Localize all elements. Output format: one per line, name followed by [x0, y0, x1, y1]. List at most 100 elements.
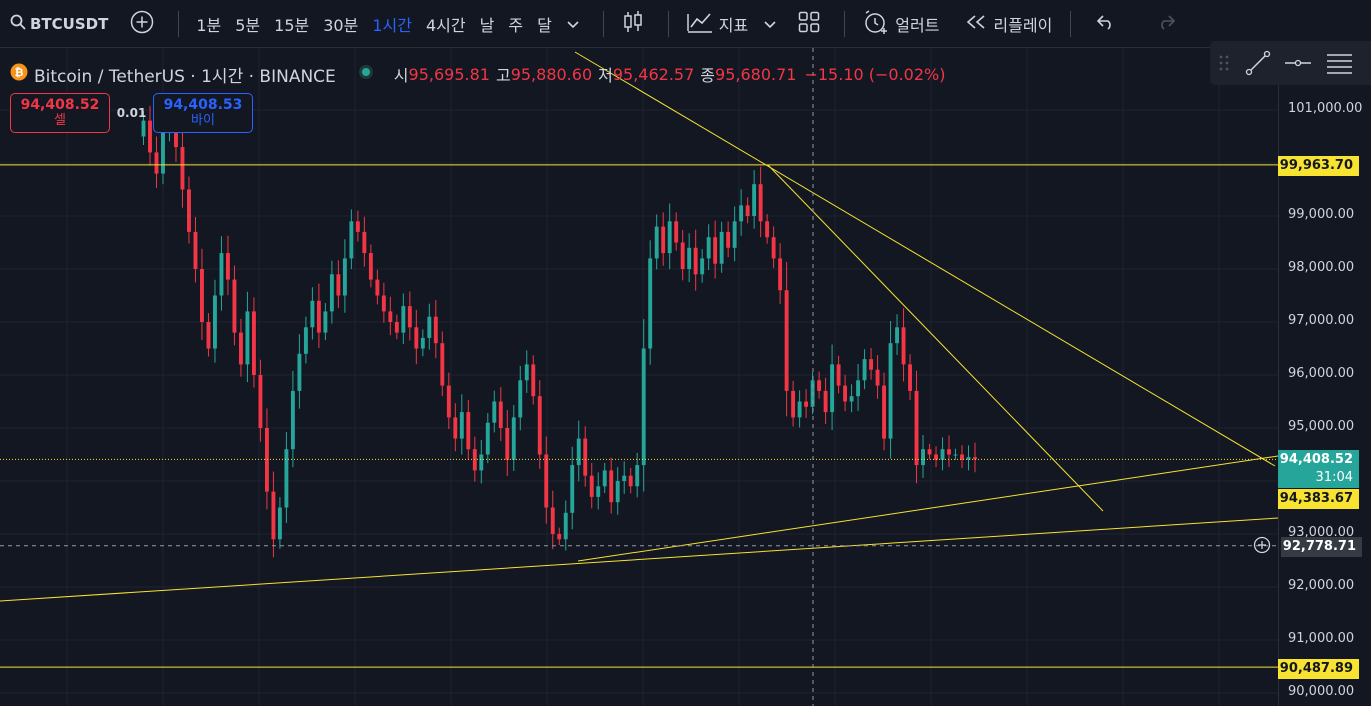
candle-body [765, 221, 770, 238]
sell-button[interactable]: 94,408.52 셀 [10, 93, 110, 133]
compare-symbol-button[interactable] [122, 0, 168, 47]
indicators-button[interactable]: 지표 [679, 0, 756, 47]
price-tick-label: 97,000.00 [1288, 313, 1355, 328]
candle-body [524, 364, 529, 381]
candle-body [245, 311, 250, 365]
low-label: 저 [598, 66, 613, 85]
candle-body [141, 120, 146, 137]
interval-2[interactable]: 15분 [274, 15, 310, 35]
horizontal-line-tool-icon[interactable] [1278, 41, 1318, 85]
trendline-price-tag: 94,383.67 [1278, 489, 1359, 509]
replay-label: 리플레이 [993, 15, 1053, 35]
candle-body [706, 237, 711, 259]
candle-body [680, 242, 685, 269]
layouts-icon [798, 11, 826, 37]
interval-dropdown[interactable] [559, 0, 593, 47]
candle-body [498, 401, 503, 428]
layouts-button[interactable] [790, 0, 834, 47]
interval-6[interactable]: 날 [479, 15, 495, 35]
redo-button[interactable] [1149, 0, 1191, 47]
interval-0[interactable]: 1분 [196, 15, 222, 35]
candle-body [953, 454, 958, 456]
undo-button[interactable] [1087, 0, 1129, 47]
candle-body [414, 327, 419, 349]
candle-body [732, 221, 737, 248]
candle-body [700, 258, 705, 275]
candle-body [336, 274, 341, 296]
candle-body [940, 449, 945, 460]
interval-7[interactable]: 주 [508, 15, 524, 35]
chart-type-button[interactable] [614, 0, 658, 47]
drawing-layer [0, 51, 1278, 668]
ascending-trendline-lower [0, 517, 1278, 602]
candle-body [739, 205, 744, 222]
top-toolbar: BTCUSDT 1분 5분 15분 30분 1시간 4시간 날 주 달 지표 [0, 0, 1371, 48]
crosshair-price-tag: 92,778.71 [1281, 537, 1362, 557]
candle-body [726, 231, 731, 248]
toolbar-divider [178, 10, 180, 37]
change-value: −15.10 (−0.02%) [804, 64, 946, 84]
add-symbol-icon [130, 10, 160, 38]
descending-trendline-steep [767, 164, 1104, 512]
candle-body [277, 507, 282, 540]
candle-body [388, 311, 393, 322]
search-icon [10, 14, 30, 34]
candle-body [401, 306, 406, 333]
candle-body [628, 475, 633, 487]
candle-body [420, 337, 425, 349]
candle-body [973, 457, 977, 460]
candle-body [966, 457, 971, 460]
candle-body [440, 343, 445, 386]
trend-line-tool-icon[interactable] [1238, 41, 1278, 85]
candle-body [375, 279, 380, 296]
alert-label: 얼러트 [895, 15, 940, 35]
undo-icon [1095, 14, 1121, 34]
candle-body [154, 152, 159, 174]
candle-body [394, 322, 399, 333]
interval-4[interactable]: 1시간 [372, 15, 412, 35]
candle-body [791, 390, 796, 418]
candle-body [882, 385, 887, 439]
price-chart[interactable] [0, 48, 1278, 706]
candle-body [219, 253, 224, 296]
candle-body [251, 311, 256, 375]
symbol-search[interactable]: BTCUSDT [0, 0, 108, 47]
toolbar-divider [844, 10, 846, 37]
indicators-dropdown[interactable] [756, 0, 790, 47]
toolbar-divider [667, 10, 669, 37]
interval-5[interactable]: 4시간 [425, 15, 466, 35]
buy-price: 94,408.53 [163, 97, 243, 113]
interval-3[interactable]: 30분 [323, 15, 359, 35]
candle-body [758, 184, 763, 222]
replay-button[interactable]: 리플레이 [957, 0, 1060, 47]
price-tick-label: 101,000.00 [1288, 101, 1363, 116]
buy-button[interactable]: 94,408.53 바이 [153, 93, 253, 133]
candle-body [654, 226, 659, 259]
candle-body [427, 316, 432, 338]
candle-body [485, 422, 490, 455]
candle-body [206, 322, 211, 349]
candle-body [784, 290, 789, 391]
floating-drawing-toolbar [1210, 41, 1371, 85]
interval-8[interactable]: 달 [537, 15, 552, 35]
price-tick-label: 98,000.00 [1288, 260, 1355, 275]
candle-body [823, 390, 828, 413]
alert-button[interactable]: 얼러트 [855, 0, 947, 47]
price-axis[interactable] [1278, 48, 1371, 706]
candle-body [947, 449, 951, 455]
bar-countdown: 31:04 [1315, 470, 1353, 485]
candle-body [771, 237, 776, 259]
candles-icon [622, 10, 650, 38]
drag-handle-icon[interactable] [1210, 41, 1238, 85]
candlestick-series [141, 93, 977, 558]
open-label: 시 [393, 66, 409, 85]
menu-lines-icon[interactable] [1318, 41, 1358, 85]
candle-body [453, 417, 458, 439]
interval-1[interactable]: 5분 [235, 15, 261, 35]
candle-body [433, 316, 438, 344]
crosshair-add-button[interactable] [1250, 536, 1274, 558]
chart-legend: ₿ Bitcoin / TetherUS · 1시간 · BINANCE 시 95… [10, 62, 946, 87]
crosshair [0, 48, 1278, 706]
symbol-title[interactable]: Bitcoin / TetherUS · 1시간 · BINANCE [34, 66, 336, 87]
candle-body [368, 253, 373, 280]
